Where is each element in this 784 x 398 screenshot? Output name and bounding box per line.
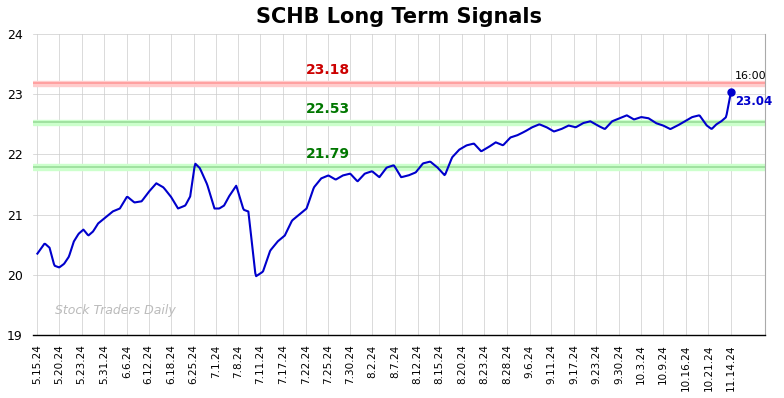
Text: 23.04: 23.04: [735, 95, 772, 108]
Text: 23.18: 23.18: [306, 63, 350, 77]
Title: SCHB Long Term Signals: SCHB Long Term Signals: [256, 7, 542, 27]
Bar: [33, 120, 765, 125]
Text: Stock Traders Daily: Stock Traders Daily: [55, 304, 176, 317]
Text: 22.53: 22.53: [306, 102, 350, 117]
Bar: [33, 81, 765, 86]
Text: 16:00: 16:00: [735, 71, 766, 81]
Text: 21.79: 21.79: [307, 147, 350, 161]
Bar: [33, 164, 765, 170]
